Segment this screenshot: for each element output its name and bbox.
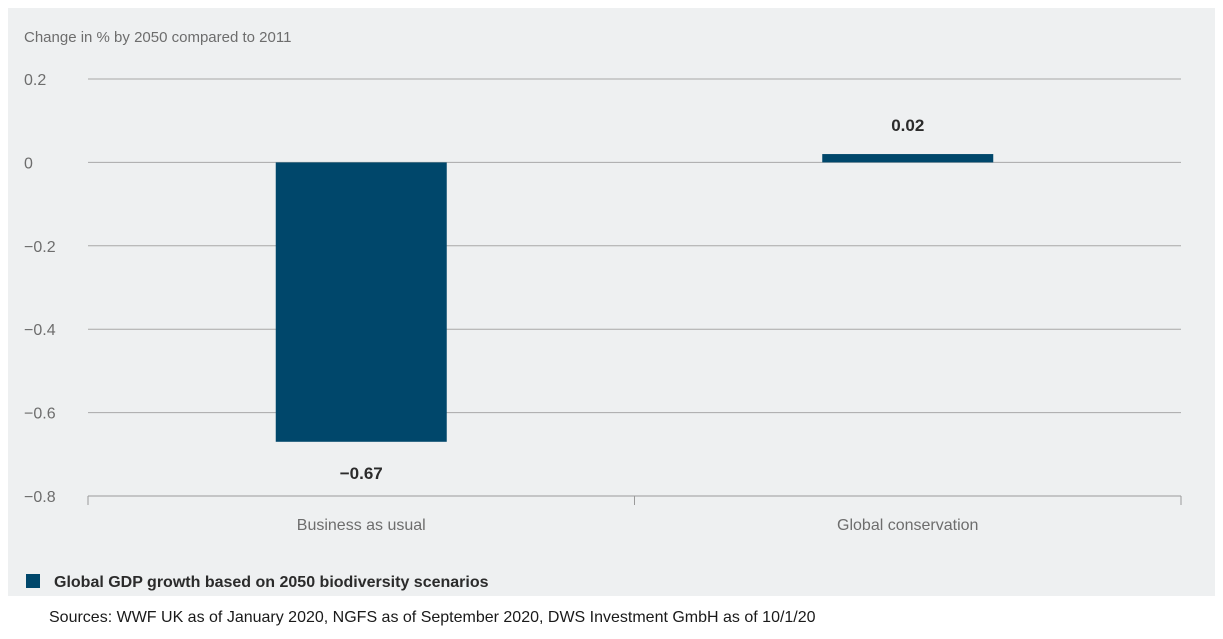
y-tick-label: 0.2 (24, 72, 46, 89)
y-tick-label: −0.8 (24, 489, 56, 506)
bars: −0.67 0.02 (275, 116, 994, 483)
gridlines (88, 78, 1181, 497)
data-label: 0.02 (891, 116, 924, 135)
y-tick-label: −0.6 (24, 406, 56, 423)
chart-panel: Change in % by 2050 compared to 2011 0.2… (8, 8, 1215, 596)
x-axis: Business as usual Global conservation (87, 496, 1182, 534)
y-axis-label: Change in % by 2050 compared to 2011 (24, 29, 291, 46)
y-tick-label: −0.4 (24, 322, 56, 339)
y-tick-labels: 0.2 0 −0.2 −0.4 −0.6 −0.8 (24, 72, 56, 506)
legend-label: Global GDP growth based on 2050 biodiver… (54, 574, 489, 591)
legend-swatch (26, 574, 40, 588)
y-tick-label: 0 (24, 155, 33, 172)
x-category-label: Business as usual (297, 517, 426, 534)
data-label: −0.67 (340, 464, 383, 483)
bar (822, 154, 994, 163)
bar-chart: Change in % by 2050 compared to 2011 0.2… (24, 29, 1182, 591)
x-category-label: Global conservation (837, 517, 978, 534)
legend: Global GDP growth based on 2050 biodiver… (26, 574, 489, 591)
bar (275, 162, 447, 442)
source-note: Sources: WWF UK as of January 2020, NGFS… (49, 609, 816, 626)
y-tick-label: −0.2 (24, 239, 56, 256)
